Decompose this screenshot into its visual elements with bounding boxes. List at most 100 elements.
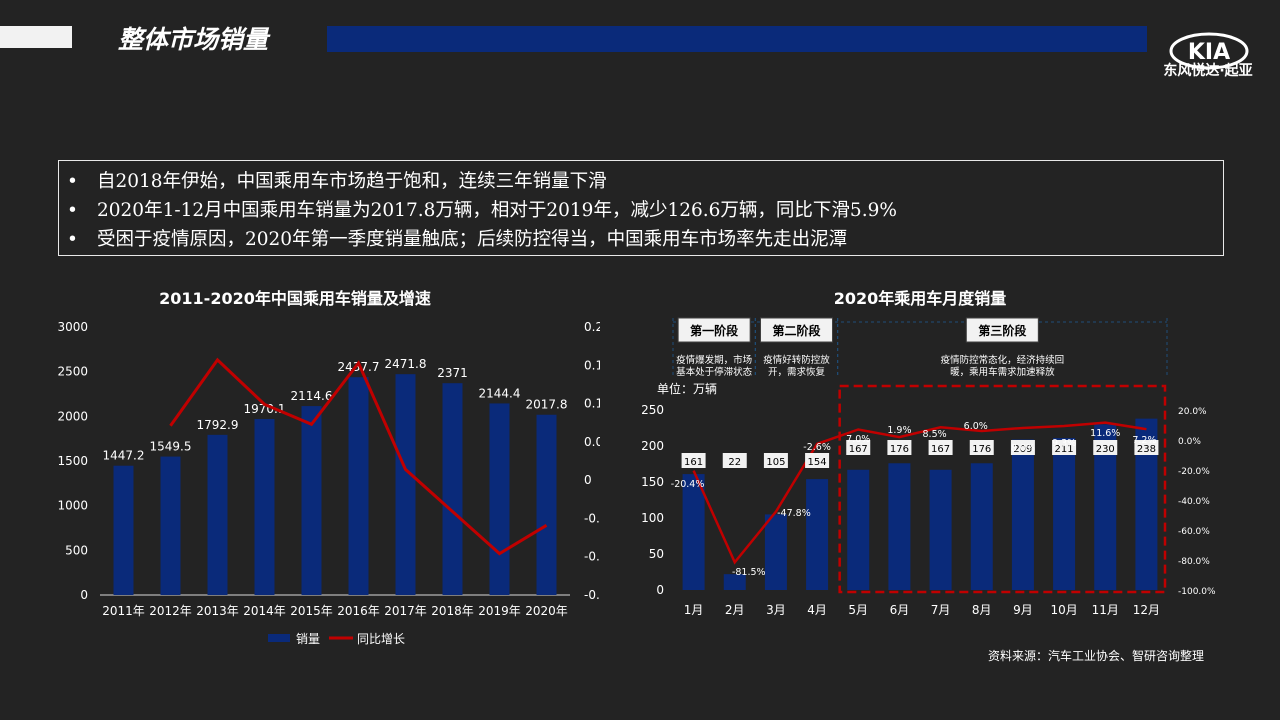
phase-label-box	[677, 317, 751, 343]
legend-line-label: 同比增长	[357, 632, 405, 646]
phase-label: 第三阶段	[978, 323, 1027, 338]
bar-value-label: 167	[931, 444, 950, 455]
y2-tick-label: -20.0%	[1178, 467, 1210, 477]
bar-value-label: 176	[890, 444, 909, 455]
bar	[1053, 438, 1076, 590]
x-tick-label: 2014年	[243, 604, 286, 618]
bar	[442, 383, 463, 595]
x-tick-label: 11月	[1092, 603, 1119, 617]
unit-label: 单位：万辆	[657, 381, 717, 396]
y-tick-label: 150	[641, 475, 664, 489]
phase-desc: 基本处于停滞状态	[676, 366, 753, 378]
annual-sales-chart: 2011-2020年中国乘用车销量及增速 0 500 1000 1500 2000 2500…	[57, 289, 600, 646]
bar-value-label: 238	[1137, 444, 1156, 455]
y2-tick-label: 0.0%	[1178, 437, 1201, 447]
growth-value-label: -20.4%	[671, 479, 705, 490]
legend-bar-label: 销量	[296, 632, 320, 646]
bullet-marker: •	[67, 229, 78, 250]
bar	[847, 469, 870, 590]
y2-tick-label: 0.1	[584, 397, 600, 411]
bar-value-label: 230	[1096, 444, 1115, 455]
y2-tick-label: 0	[584, 473, 592, 487]
bar-value-label: 2144.4	[479, 386, 521, 400]
y2-tick-label: -0.15	[584, 588, 600, 602]
bar-label-box	[928, 440, 953, 455]
summary-bullet: • 2020年1-12月中国乘用车销量为2017.8万辆，相对于2019年，减少1…	[67, 196, 1223, 225]
bar-value-label: 176	[972, 444, 991, 455]
y-tick-label: 0	[656, 583, 664, 597]
y-tick-label: 1500	[57, 454, 88, 468]
summary-bullet: • 受困于疫情原因，2020年第一季度销量触底；后续防控得当，中国乘用车市场率先走…	[67, 225, 1223, 254]
y-tick-label: 0	[80, 588, 88, 602]
growth-value-label: 7.2%	[1132, 435, 1156, 446]
x-tick-label: 2月	[725, 603, 745, 617]
x-tick-label: 6月	[890, 603, 910, 617]
phase-label: 第二阶段	[772, 323, 821, 338]
bar	[113, 465, 134, 595]
phase-desc: 开，需求恢复	[768, 366, 826, 378]
bar-value-label: 154	[808, 457, 827, 468]
x-tick-label: 3月	[766, 603, 786, 617]
highlight-box	[838, 384, 1167, 594]
bar	[160, 456, 181, 595]
bullet-text: 受困于疫情原因，2020年第一季度销量触底；后续防控得当，中国乘用车市场率先走出…	[97, 229, 848, 250]
header-bar	[327, 26, 1147, 52]
y2-tick-label: 0.05	[584, 435, 600, 449]
bar	[207, 434, 228, 595]
bar	[254, 419, 275, 595]
growth-value-label: 9.3%	[1052, 438, 1076, 449]
x-tick-label: 5月	[848, 603, 868, 617]
bar	[301, 406, 322, 595]
x-tick-label: 10月	[1050, 603, 1077, 617]
y2-tick-label: 20.0%	[1178, 407, 1207, 417]
bar-value-label: 211	[1055, 444, 1074, 455]
x-tick-label: 2015年	[290, 604, 333, 618]
phase-label-box	[965, 317, 1039, 343]
bar-value-label: 167	[849, 444, 868, 455]
kia-logo-text: KIA	[1188, 40, 1230, 65]
phase-label: 第一阶段	[690, 323, 739, 338]
bar-label-box	[681, 453, 706, 468]
y-tick-label: 2500	[57, 365, 88, 379]
x-tick-label: 4月	[807, 603, 827, 617]
growth-value-label: 11.6%	[1090, 428, 1120, 439]
y-tick-label: 50	[649, 547, 664, 561]
bar-value-label: 1549.5	[150, 440, 192, 454]
y2-tick-label: -40.0%	[1178, 497, 1210, 507]
bar	[1011, 439, 1034, 590]
growth-value-label: -2.6%	[803, 442, 831, 453]
bar-label-box	[1052, 440, 1077, 455]
growth-value-label: -47.8%	[777, 508, 811, 519]
bar	[489, 403, 510, 595]
bar	[888, 463, 911, 590]
y2-tick-label: 0.15	[584, 358, 600, 372]
y-tick-label: 3000	[57, 320, 88, 334]
bar	[929, 469, 952, 590]
x-tick-label: 1月	[684, 603, 704, 617]
bar-label-box	[1093, 440, 1118, 455]
bar-value-label: 105	[766, 457, 785, 468]
bar-value-label: 1792.9	[197, 418, 239, 432]
bar-value-label: 2371	[437, 366, 468, 380]
bar-label-box	[722, 453, 747, 468]
growth-value-label: 8.5%	[923, 429, 947, 440]
bar	[970, 463, 993, 590]
growth-value-label: 8.0%	[1011, 443, 1035, 454]
bullet-marker: •	[67, 200, 78, 221]
bar-label-box	[887, 440, 912, 455]
header-accent-block	[0, 26, 72, 48]
y2-tick-label: -0.1	[584, 550, 600, 564]
x-tick-label: 2019年	[478, 604, 521, 618]
bar	[536, 414, 557, 595]
phase-desc: 疫情好转防控放	[763, 354, 830, 366]
x-tick-label: 9月	[1013, 603, 1033, 617]
bar	[764, 514, 787, 590]
phase-desc: 疫情防控常态化，经济持续回	[941, 354, 1065, 366]
bar-value-label: 1447.2	[103, 449, 145, 463]
phase-desc: 疫情爆发期，市场	[676, 354, 752, 366]
bar-value-label: 209	[1013, 444, 1032, 455]
bullet-marker: •	[67, 171, 78, 192]
x-tick-label: 7月	[931, 603, 951, 617]
summary-box: • 自2018年伊始，中国乘用车市场趋于饱和，连续三年销量下滑 • 2020年1-1…	[58, 160, 1224, 256]
